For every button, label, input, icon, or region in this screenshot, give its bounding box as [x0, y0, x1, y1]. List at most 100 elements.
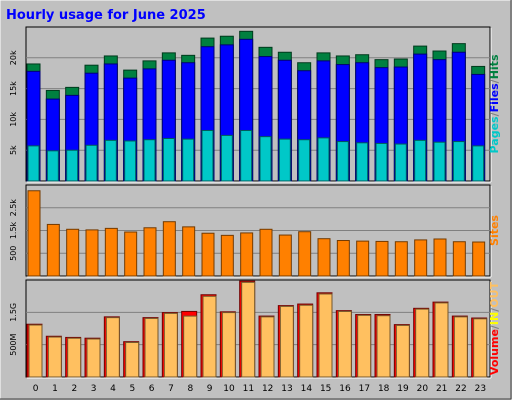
bar-pages-12 [259, 136, 272, 182]
bar-sites-15 [317, 238, 331, 277]
x-tick-label: 13 [281, 384, 292, 394]
bar-sites-12 [259, 228, 273, 277]
x-tick-label: 3 [91, 384, 97, 394]
x-tick-label: 10 [223, 384, 235, 394]
legend-entry: Files [488, 83, 501, 113]
x-tick-label: 21 [436, 384, 447, 394]
bar-pages-2 [66, 149, 79, 182]
x-tick-label: 23 [475, 384, 486, 394]
bar-sites-3 [85, 229, 99, 277]
x-tick-label: 15 [320, 384, 331, 394]
y-tick-label: 15k [9, 81, 18, 96]
bar-pages-13 [278, 138, 291, 182]
legend-hits-files-pages: Pages/Files/Hits [488, 54, 501, 153]
bar-out-2 [67, 337, 82, 378]
bar-sites-2 [66, 228, 80, 277]
bar-sites-20 [414, 239, 428, 277]
bar-sites-0 [27, 190, 41, 277]
bar-out-0 [28, 324, 43, 378]
legend-entry: / [488, 111, 501, 116]
x-tick-label: 22 [455, 384, 466, 394]
legend-entry: IN [488, 312, 501, 325]
y-tick-label: 2.5k [9, 199, 18, 217]
y-tick-label: 1.5k [9, 221, 18, 239]
x-tick-label: 19 [397, 384, 409, 394]
x-tick-label: 6 [149, 384, 155, 394]
bar-sites-18 [375, 240, 389, 277]
bar-sites-10 [220, 234, 234, 277]
bar-pages-17 [356, 142, 369, 182]
bar-out-20 [415, 308, 430, 378]
x-tick-label: 11 [243, 384, 254, 394]
bar-sites-21 [433, 238, 447, 277]
bar-out-16 [337, 310, 352, 378]
bar-out-3 [86, 338, 101, 378]
bar-out-10 [221, 312, 236, 378]
bar-pages-6 [143, 139, 156, 182]
x-tick-label: 0 [33, 384, 39, 394]
bar-sites-14 [298, 231, 312, 277]
bar-sites-11 [240, 232, 254, 277]
bar-sites-19 [394, 241, 408, 277]
bar-pages-23 [472, 145, 485, 182]
bar-out-18 [376, 315, 391, 378]
bar-pages-21 [433, 141, 446, 182]
bar-out-13 [279, 305, 294, 378]
bar-out-5 [125, 341, 140, 378]
bar-sites-1 [46, 223, 60, 277]
x-tick-label: 17 [359, 384, 370, 394]
x-tick-label: 9 [207, 384, 213, 394]
bar-sites-6 [143, 227, 157, 277]
bar-sites-23 [472, 241, 486, 277]
x-tick-label: 14 [301, 384, 313, 394]
x-tick-label: 8 [187, 384, 193, 394]
bar-out-17 [357, 314, 372, 378]
legend-volume: Volume/IN/OUT [488, 281, 501, 375]
y-tick-label: 5k [9, 145, 18, 155]
panel-volume [25, 279, 491, 378]
y-tick-label: 10k [9, 112, 18, 127]
legend-entry: OUT [488, 281, 501, 307]
bar-pages-14 [298, 139, 311, 182]
bar-sites-13 [278, 234, 292, 277]
y-tick-label: 1.5G [9, 303, 18, 322]
bar-sites-22 [452, 241, 466, 277]
bar-out-6 [144, 317, 159, 378]
bar-sites-9 [201, 232, 215, 277]
legend-entry: / [488, 78, 501, 83]
bar-pages-22 [452, 141, 465, 182]
x-tick-label: 2 [71, 384, 77, 394]
bar-pages-7 [162, 137, 175, 182]
legend-entry: Pages [488, 116, 501, 154]
bar-out-11 [241, 281, 256, 378]
bar-pages-16 [336, 141, 349, 182]
legend-sites: Sites [488, 215, 501, 246]
legend-entry: / [488, 324, 501, 329]
bar-out-1 [47, 336, 62, 378]
x-tick-label: 18 [378, 384, 390, 394]
bar-pages-20 [414, 139, 427, 182]
chart-panels: 5k 10k 15k 20k Pages/Files/Hits 500 1.5k 2.5k Si… [9, 26, 501, 394]
bar-out-22 [453, 316, 468, 378]
x-tick-label: 20 [417, 384, 429, 394]
chart-title: Hourly usage for June 2025 [6, 8, 206, 23]
bar-sites-4 [104, 227, 118, 277]
bar-out-23 [473, 318, 488, 378]
bar-out-12 [260, 316, 275, 378]
bar-out-15 [318, 293, 333, 378]
legend-entry: Sites [488, 215, 501, 246]
bar-out-8 [183, 315, 198, 378]
bar-pages-19 [394, 143, 407, 182]
bar-pages-4 [104, 139, 117, 182]
y-tick-label: 500M [9, 333, 18, 355]
x-tick-label: 16 [339, 384, 351, 394]
bar-pages-10 [220, 134, 233, 182]
bar-out-4 [105, 317, 120, 378]
y-tick-label: 500 [9, 246, 18, 261]
bar-pages-15 [317, 137, 330, 182]
y-tick-label: 20k [9, 50, 18, 65]
x-tick-label: 7 [168, 384, 174, 394]
bar-out-19 [395, 324, 410, 378]
